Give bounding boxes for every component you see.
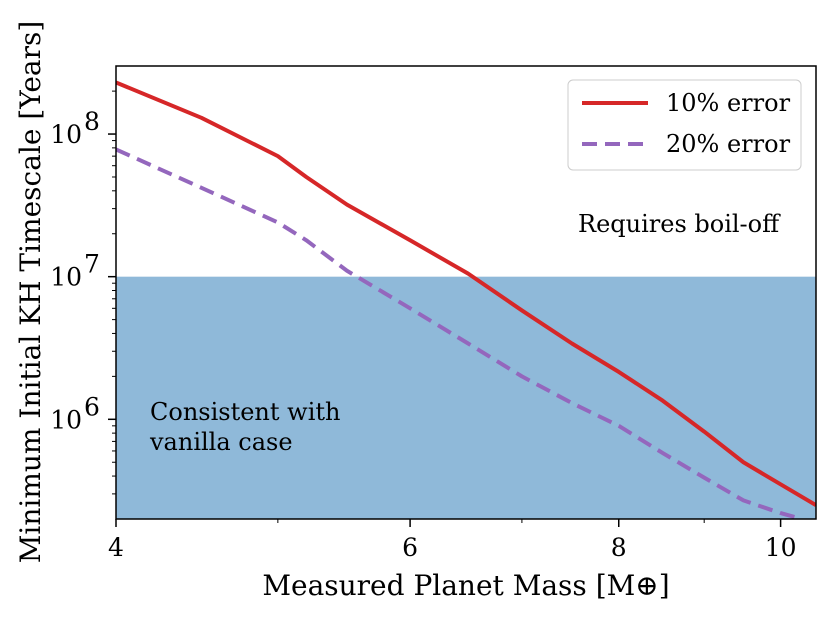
series-line-20pct [116,147,803,519]
y-tick-label: 10 [50,263,82,292]
y-tick-label: 10 [50,405,82,434]
consistent-region [116,276,816,519]
shaded-region-layer [116,276,816,519]
plot-frame [115,65,817,520]
y-tick-exponent: 7 [84,250,100,279]
y-tick-label: 10 [50,120,82,149]
legend-label-10pct: 10% error [666,89,791,117]
x-axis-label: Measured Planet Mass [M⊕] [262,569,669,602]
region-label-line-2: vanilla case [149,428,293,456]
y-axis-label: Minimum Initial KH Timescale [Years] [14,21,47,564]
x-tick-label: 10 [765,533,797,562]
legend: 10% error 20% error [567,79,802,171]
y-tick-exponent: 6 [84,392,100,421]
series-line-10pct [116,80,816,507]
x-tick-label: 4 [108,533,124,562]
series-layer [116,80,816,519]
x-tick-label: 8 [611,533,627,562]
annotation-requires-boil-off: Requires boil-off [578,210,781,238]
y-tick-exponent: 8 [84,107,100,136]
legend-label-20pct: 20% error [666,130,791,158]
region-label-line-1: Consistent with [150,398,340,426]
x-tick-label: 6 [402,533,418,562]
